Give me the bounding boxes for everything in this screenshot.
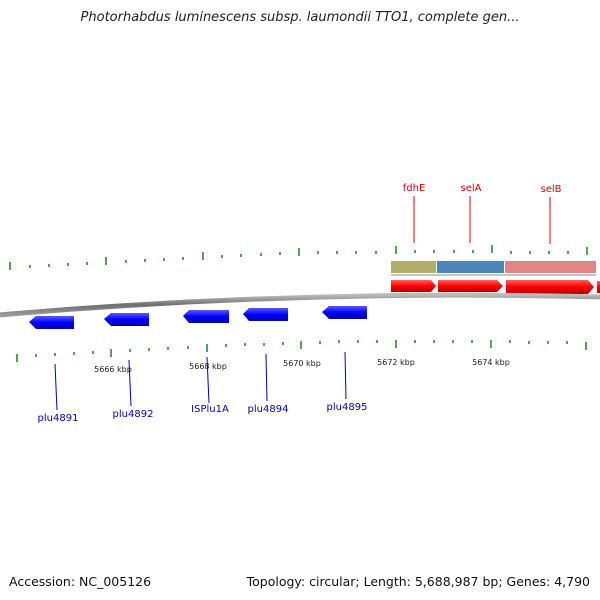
scale-label: 5672 kbp bbox=[377, 358, 415, 367]
gene-label-plu4895[interactable]: plu4895 bbox=[327, 402, 368, 413]
forward-strand: fdhE selA selB bbox=[391, 183, 600, 294]
gene-arrow-ISPlu1A[interactable] bbox=[183, 310, 229, 323]
gene-arrow-plu4895[interactable] bbox=[322, 306, 367, 319]
gene-label-plu4892[interactable]: plu4892 bbox=[113, 409, 154, 420]
scale-labels: 5666 kbp 5668 kbp 5670 kbp 5672 kbp 5674… bbox=[94, 358, 510, 374]
gene-leader-plu4892 bbox=[128, 359, 132, 407]
genome-backbone bbox=[0, 292, 600, 318]
gene-label-plu4894[interactable]: plu4894 bbox=[248, 404, 289, 415]
gene-arrow-plu4892[interactable] bbox=[104, 313, 149, 326]
lower-tick-row bbox=[16, 340, 587, 362]
scale-label: 5666 kbp bbox=[94, 365, 132, 374]
upper-tick-row bbox=[9, 245, 588, 270]
gene-arrow-selA[interactable] bbox=[438, 280, 503, 292]
gene-leader-plu4894 bbox=[265, 353, 268, 402]
gene-arrow-fdhE[interactable] bbox=[391, 280, 436, 292]
gene-label-plu4891[interactable]: plu4891 bbox=[38, 413, 79, 424]
gene-band-selA[interactable] bbox=[437, 261, 504, 273]
gene-arrow-plu4891[interactable] bbox=[29, 316, 74, 329]
gene-arrow-plu4894[interactable] bbox=[243, 308, 288, 321]
gene-label-ISPlu1A[interactable]: ISPlu1A bbox=[191, 404, 229, 415]
scale-label: 5668 kbp bbox=[189, 362, 227, 371]
gene-leader-plu4891 bbox=[54, 363, 58, 411]
gene-label-selB[interactable]: selB bbox=[540, 184, 561, 195]
scale-label: 5670 kbp bbox=[283, 359, 321, 368]
gene-label-fdhE[interactable]: fdhE bbox=[403, 183, 426, 194]
genome-summary: Topology: circular; Length: 5,688,987 bp… bbox=[246, 574, 590, 589]
gene-label-selA[interactable]: selA bbox=[461, 183, 482, 194]
scale-label: 5674 kbp bbox=[472, 358, 510, 367]
reverse-strand: plu4891 plu4892 ISPlu1A plu4894 plu4895 bbox=[29, 306, 367, 424]
map-title: Photorhabdus luminescens subsp. laumondi… bbox=[80, 10, 520, 25]
gene-band-selB[interactable] bbox=[505, 261, 596, 273]
gene-leader-ISPlu1A bbox=[206, 356, 210, 404]
gene-leader-plu4895 bbox=[344, 351, 347, 400]
gene-band-fdhE[interactable] bbox=[391, 261, 436, 273]
gene-arrow-selB[interactable] bbox=[506, 280, 594, 294]
accession-label: Accession: NC_005126 bbox=[9, 574, 152, 589]
